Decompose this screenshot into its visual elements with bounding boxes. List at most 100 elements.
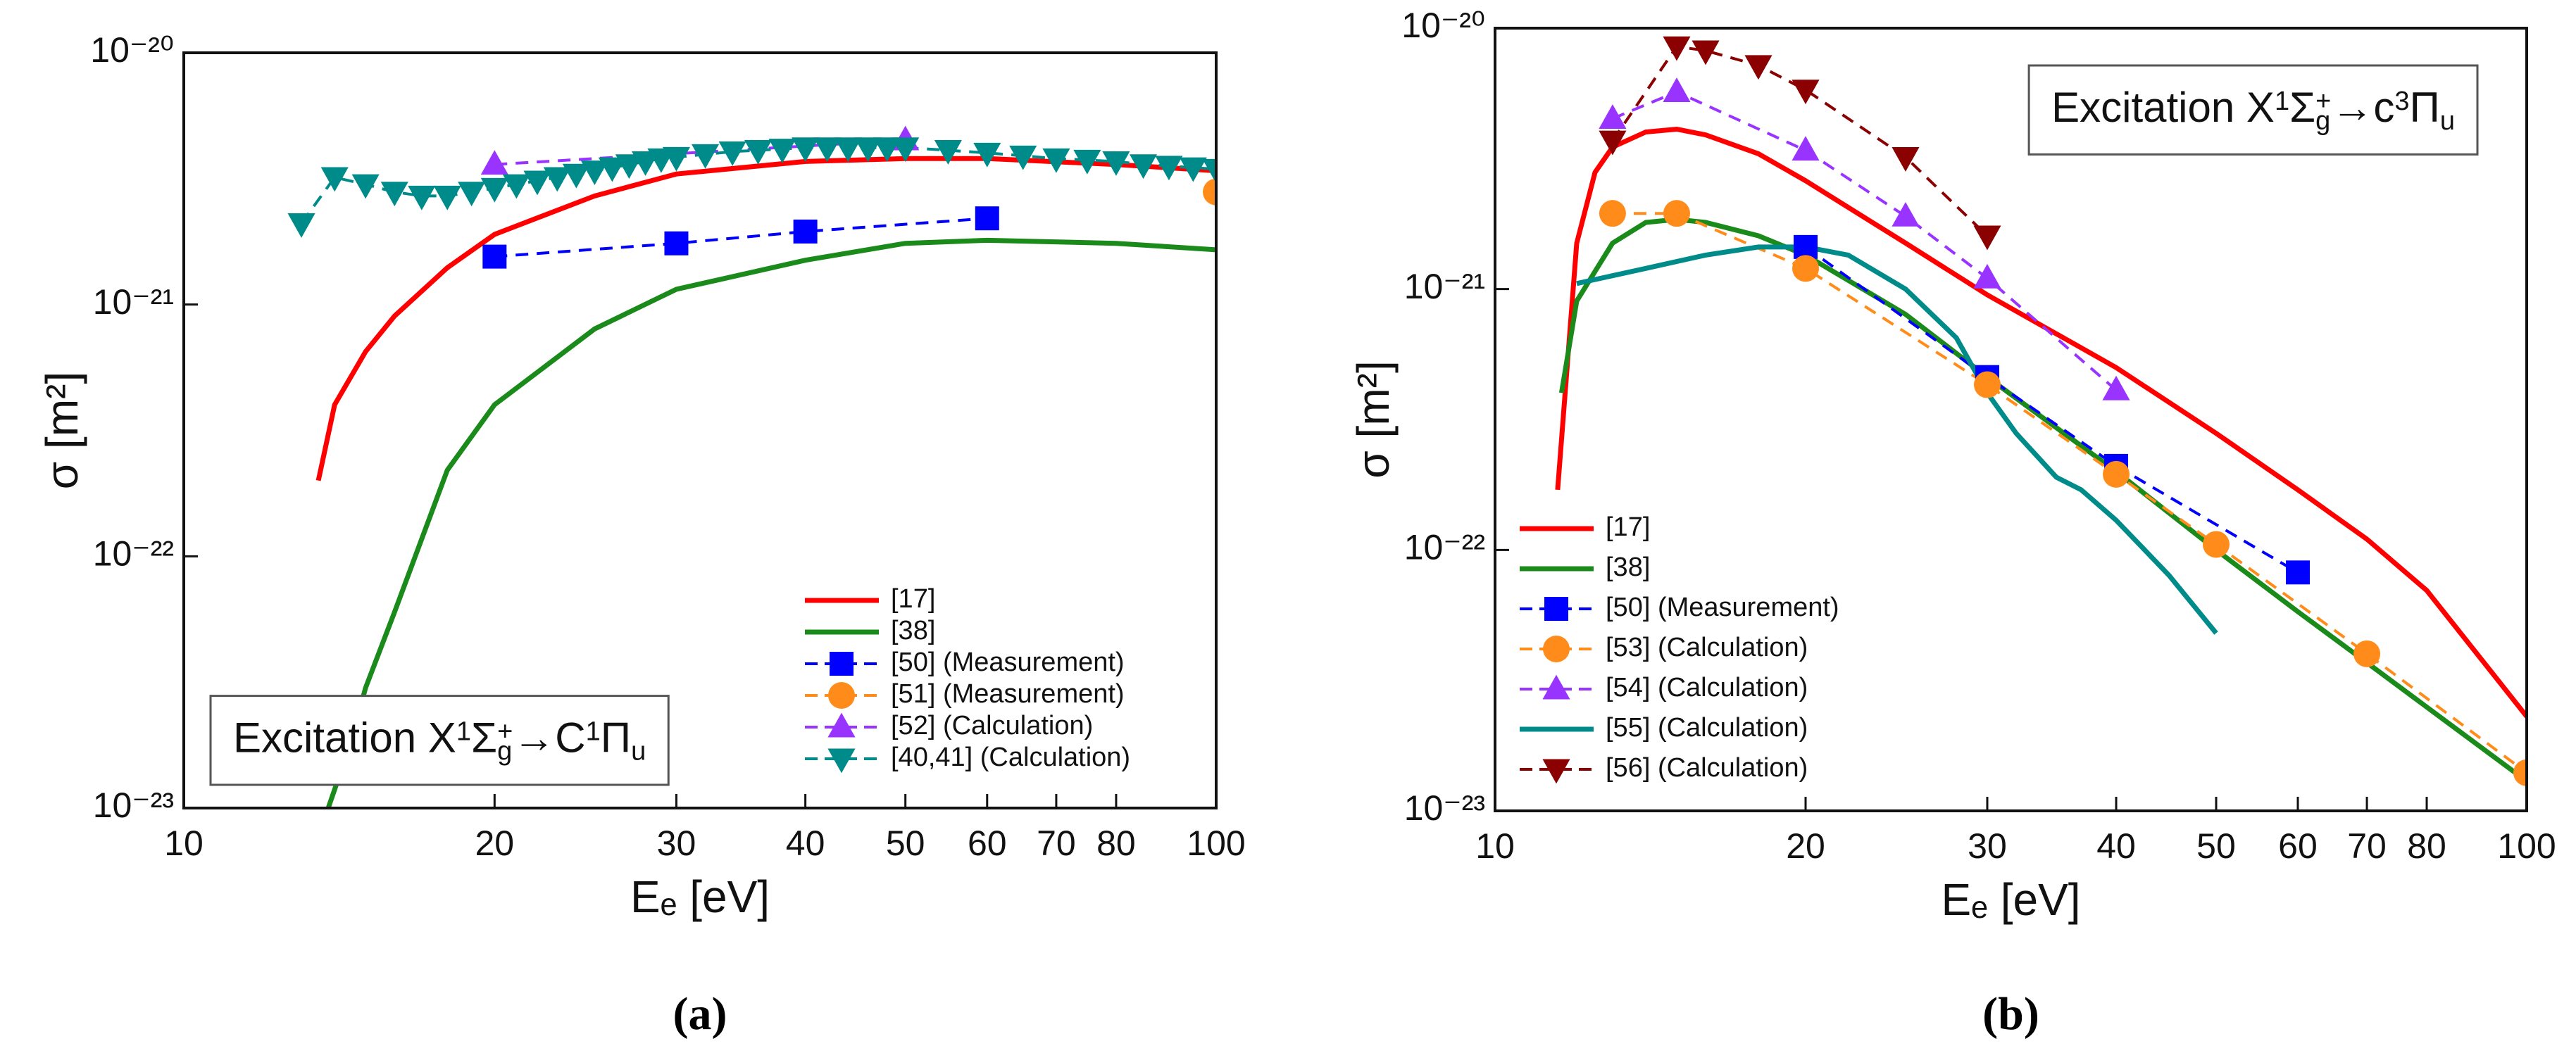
x-tick-label: 70 (2347, 826, 2387, 866)
x-tick-label: 80 (1096, 824, 1136, 863)
data-point (502, 174, 530, 199)
annotation-box (209, 695, 670, 786)
data-point (631, 151, 660, 176)
x-tick-label: 80 (2407, 826, 2446, 866)
x-tick-label: 70 (1037, 824, 1076, 863)
data-point (1792, 80, 1820, 105)
annotation-part: + (2315, 87, 2331, 116)
data-point (320, 167, 349, 192)
data-point (1892, 146, 1920, 172)
data-point (1792, 255, 1820, 282)
annotation-part: Π (2410, 84, 2440, 131)
y-tick-label: 10⁻²⁰ (1401, 6, 1485, 45)
x-tick-label: 50 (886, 824, 925, 863)
annotation-part: 1 (586, 717, 601, 747)
y-tick-label: 10⁻²² (93, 534, 174, 574)
data-point (1973, 371, 2001, 398)
legend-label: [55] (Calculation) (1606, 713, 1808, 743)
legend-marker (1542, 759, 1570, 784)
legend-marker (1544, 597, 1568, 621)
y-tick-label: 10⁻²² (1404, 528, 1485, 567)
x-tick-label: 60 (968, 824, 1007, 863)
data-point (1203, 178, 1216, 206)
data-point (480, 177, 508, 203)
series-line (1576, 244, 2218, 635)
data-point (1973, 263, 2001, 289)
data-point (2103, 460, 2130, 488)
data-point (662, 146, 691, 172)
legend-label: [51] (Measurement) (891, 679, 1125, 709)
data-point (813, 137, 842, 163)
data-point (458, 182, 486, 207)
legend-label: [17] (891, 584, 935, 614)
data-point (1663, 200, 1690, 227)
data-point (1599, 130, 1627, 156)
data-point (482, 244, 507, 269)
x-tick-label: 10 (1475, 826, 1515, 866)
data-point (1599, 104, 1627, 129)
legend-marker (827, 712, 856, 738)
data-point (380, 182, 408, 207)
legend-label: [52] (Calculation) (891, 711, 1093, 740)
data-point (523, 170, 551, 196)
caption: (b) (1982, 988, 2039, 1040)
x-tick-label: 40 (786, 824, 825, 863)
data-point (562, 163, 590, 189)
x-tick-label: 100 (2497, 826, 2556, 866)
data-point (1692, 40, 1720, 65)
data-point (1663, 77, 1691, 102)
data-point (480, 150, 508, 175)
legend-label: [40,41] (Calculation) (891, 743, 1130, 772)
legend-marker (1542, 674, 1570, 700)
annotation-part: u (631, 737, 646, 767)
data-point (1794, 234, 1818, 259)
y-axis-title: σ [m²] (37, 372, 87, 489)
x-tick-label: 100 (1187, 824, 1245, 863)
legend-label: [17] (1606, 512, 1650, 542)
data-point (1744, 55, 1772, 80)
series-line (315, 156, 1216, 481)
caption: (a) (673, 988, 727, 1040)
x-tick-label: 60 (2278, 826, 2318, 866)
data-point (973, 142, 1001, 168)
x-tick-label: 30 (657, 824, 696, 863)
annotation-part: Excitation X (233, 714, 456, 762)
data-point (892, 137, 920, 163)
legend-label: [38] (891, 616, 935, 645)
data-point (2285, 560, 2310, 585)
data-point (664, 231, 689, 256)
x-axis-title: Eₑ [eV] (1941, 874, 2080, 925)
plot-area (1555, 36, 2527, 786)
data-point (615, 154, 643, 179)
annotation-part: Excitation X (2051, 84, 2275, 131)
data-point (1973, 225, 2001, 251)
data-point (1073, 149, 1101, 175)
data-point (792, 137, 820, 163)
data-point (2353, 640, 2381, 667)
data-point (1009, 145, 1037, 170)
legend-marker (830, 652, 854, 676)
legend-marker (828, 682, 855, 709)
annotation-part: →C (513, 714, 585, 762)
data-point (1129, 154, 1158, 179)
data-point (1663, 36, 1691, 61)
data-point (1179, 157, 1207, 182)
x-tick-label: 40 (2096, 826, 2136, 866)
y-axis-title: σ [m²] (1348, 360, 1399, 478)
annotation-part: + (497, 717, 513, 747)
legend-label: [53] (Calculation) (1606, 633, 1808, 662)
annotation-part: 3 (2394, 87, 2409, 116)
annotation: Excitation X1Σg+→c3Πu (2051, 84, 2455, 136)
data-point (433, 185, 461, 210)
x-axis-title: Eₑ [eV] (630, 871, 770, 922)
plot-frame (1494, 27, 2528, 812)
data-point (2202, 531, 2230, 558)
plot-frame (182, 51, 1218, 809)
data-point (2102, 375, 2130, 401)
data-point (691, 144, 720, 169)
data-point (543, 167, 571, 192)
plot-area (287, 125, 1216, 808)
y-tick-label: 10⁻²¹ (1404, 267, 1485, 306)
annotation-part: 1 (2275, 87, 2289, 116)
